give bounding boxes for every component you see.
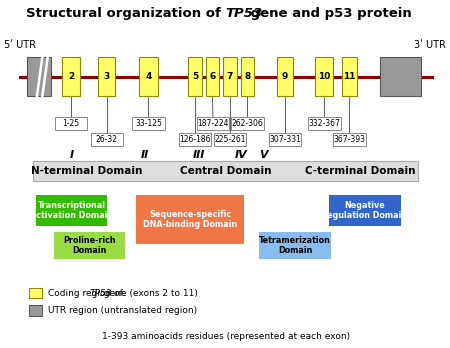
Text: 225-261: 225-261 xyxy=(214,135,246,144)
Text: 11: 11 xyxy=(343,72,356,81)
Text: 5ʹ UTR: 5ʹ UTR xyxy=(4,40,36,50)
Text: 1-393 aminoacids residues (represented at each exon): 1-393 aminoacids residues (represented a… xyxy=(102,332,350,341)
Text: 126-186: 126-186 xyxy=(179,135,211,144)
Bar xyxy=(315,57,333,96)
Text: 367-393: 367-393 xyxy=(333,135,365,144)
Bar xyxy=(269,133,301,146)
Bar xyxy=(308,117,341,130)
Text: 3ʹ UTR: 3ʹ UTR xyxy=(414,40,446,50)
Text: TP53: TP53 xyxy=(225,7,262,20)
Bar xyxy=(223,57,237,96)
Text: 33-125: 33-125 xyxy=(135,119,162,128)
Text: Structural organization of: Structural organization of xyxy=(26,7,225,20)
Bar xyxy=(36,195,107,226)
Text: gene and p53 protein: gene and p53 protein xyxy=(246,7,412,20)
Text: 187-224: 187-224 xyxy=(197,119,229,128)
Text: Central Domain: Central Domain xyxy=(180,166,272,176)
Bar xyxy=(29,288,42,298)
Text: TP53: TP53 xyxy=(90,288,112,298)
Bar xyxy=(380,57,421,96)
Text: N-terminal Domain: N-terminal Domain xyxy=(32,166,143,176)
Text: 332-367: 332-367 xyxy=(308,119,340,128)
Bar xyxy=(98,57,115,96)
Bar xyxy=(333,133,365,146)
Bar xyxy=(54,232,125,259)
Bar xyxy=(63,57,80,96)
Bar xyxy=(91,133,123,146)
Text: Proline-rich
Domain: Proline-rich Domain xyxy=(63,236,116,255)
Text: 5: 5 xyxy=(192,72,198,81)
Text: 2: 2 xyxy=(68,72,74,81)
Text: Sequence-specific
DNA-binding Domain: Sequence-specific DNA-binding Domain xyxy=(143,209,237,229)
Text: C-terminal Domain: C-terminal Domain xyxy=(305,166,415,176)
Text: 3: 3 xyxy=(104,72,110,81)
Bar xyxy=(241,57,254,96)
Text: II: II xyxy=(141,150,149,160)
Text: 4: 4 xyxy=(145,72,152,81)
Text: 10: 10 xyxy=(318,72,331,81)
Bar xyxy=(206,57,219,96)
Text: 307-331: 307-331 xyxy=(269,135,301,144)
Bar xyxy=(231,117,264,130)
Bar xyxy=(33,161,419,181)
Text: Negative
regulation Domain: Negative regulation Domain xyxy=(323,201,407,220)
Bar xyxy=(342,57,357,96)
Bar xyxy=(139,57,158,96)
Text: 7: 7 xyxy=(227,72,233,81)
Text: Coding region of: Coding region of xyxy=(48,288,126,298)
Bar xyxy=(29,305,42,316)
Text: Transcriptional
Activation Domain: Transcriptional Activation Domain xyxy=(30,201,113,220)
Text: Tetramerization
Domain: Tetramerization Domain xyxy=(259,236,331,255)
Text: UTR region (untranslated region): UTR region (untranslated region) xyxy=(48,306,197,315)
Bar xyxy=(136,195,244,244)
Bar xyxy=(329,195,400,226)
Text: 1-25: 1-25 xyxy=(63,119,80,128)
Bar xyxy=(197,117,229,130)
Text: 8: 8 xyxy=(244,72,251,81)
Text: 6: 6 xyxy=(209,72,216,81)
Bar xyxy=(27,57,51,96)
Bar xyxy=(132,117,165,130)
Text: 26-32: 26-32 xyxy=(96,135,118,144)
Text: I: I xyxy=(69,150,73,160)
Bar xyxy=(55,117,87,130)
Bar xyxy=(277,57,292,96)
Text: 9: 9 xyxy=(282,72,288,81)
Bar xyxy=(188,57,202,96)
Text: gene (exons 2 to 11): gene (exons 2 to 11) xyxy=(101,288,198,298)
Text: III: III xyxy=(193,150,205,160)
Text: V: V xyxy=(260,150,268,160)
Bar xyxy=(260,232,331,259)
Text: 262-306: 262-306 xyxy=(231,119,263,128)
Bar xyxy=(179,133,211,146)
Bar xyxy=(214,133,246,146)
Text: IV: IV xyxy=(235,150,248,160)
